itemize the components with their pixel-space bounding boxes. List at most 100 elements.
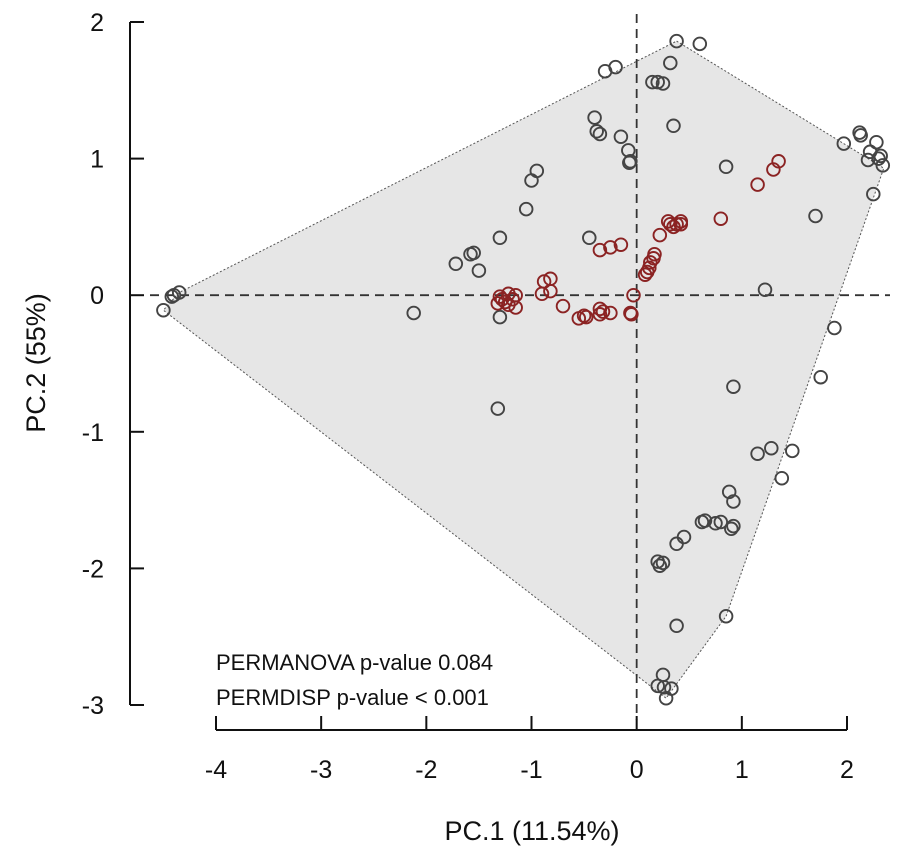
x-tick-label: -4 — [205, 756, 227, 784]
data-point — [501, 297, 516, 313]
x-tick-label: 0 — [630, 756, 644, 784]
permanova-annotation: PERMANOVA p-value 0.084 — [216, 650, 493, 675]
data-point — [645, 74, 660, 90]
data-point — [589, 124, 604, 139]
data-point — [669, 536, 684, 552]
data-point — [643, 255, 658, 270]
series-1 — [156, 33, 891, 706]
data-point — [156, 302, 171, 318]
data-point — [613, 237, 629, 252]
data-point — [490, 401, 506, 416]
data-point — [652, 558, 668, 573]
data-point — [543, 283, 558, 299]
data-point — [836, 136, 852, 151]
data-point — [726, 379, 741, 394]
data-point — [866, 186, 881, 202]
convex-hull-layer — [162, 40, 885, 699]
data-point — [592, 307, 608, 322]
data-point — [652, 227, 668, 243]
x-tick-label: -2 — [415, 756, 437, 784]
x-axis: -4 -3 -2 -1 0 1 2 — [205, 716, 854, 784]
x-tick-label: -3 — [310, 756, 332, 784]
data-point — [718, 608, 734, 624]
x-tick-label: 1 — [735, 756, 749, 784]
data-point — [721, 484, 737, 500]
data-point — [663, 55, 678, 71]
y-axis: -3 -2 -1 0 1 2 — [82, 9, 144, 720]
series-2 — [490, 154, 786, 326]
data-point — [608, 59, 623, 75]
points-layer — [156, 33, 891, 706]
data-point — [808, 208, 823, 224]
data-point — [578, 309, 594, 325]
data-point — [492, 309, 508, 325]
data-point — [592, 242, 608, 258]
data-point — [646, 251, 661, 266]
x-tick-label: 2 — [840, 756, 854, 784]
data-point — [766, 162, 781, 177]
data-point — [613, 129, 629, 144]
data-point — [669, 33, 684, 49]
data-point — [764, 440, 779, 456]
data-point — [873, 148, 888, 164]
data-point — [694, 514, 710, 530]
data-point — [603, 305, 618, 321]
data-point — [660, 214, 676, 229]
data-point — [592, 126, 608, 142]
data-point — [774, 470, 790, 486]
data-point — [582, 230, 597, 246]
data-point — [471, 263, 487, 278]
data-point — [587, 110, 602, 125]
data-point — [750, 446, 765, 461]
data-point — [518, 201, 534, 217]
data-point — [639, 264, 655, 280]
data-point — [726, 518, 741, 534]
data-point — [524, 173, 539, 188]
data-point — [655, 76, 671, 91]
data-point — [595, 304, 611, 319]
y-tick-label: 2 — [90, 9, 104, 37]
y-tick-label: -1 — [82, 419, 104, 447]
data-point — [164, 289, 180, 304]
data-point — [726, 494, 741, 509]
data-point — [655, 555, 671, 571]
data-point — [669, 618, 684, 634]
x-tick-label: -1 — [520, 756, 542, 784]
data-point — [750, 177, 765, 192]
data-point — [713, 514, 729, 530]
data-point — [853, 128, 868, 143]
y-tick-label: -3 — [82, 692, 104, 720]
hull-polygon — [162, 40, 885, 699]
data-point — [813, 369, 828, 385]
data-point — [656, 679, 672, 695]
data-point — [463, 246, 478, 262]
data-point — [603, 240, 618, 255]
y-tick-label: -2 — [82, 555, 104, 583]
data-point — [622, 155, 637, 170]
data-point — [666, 118, 681, 134]
data-point — [406, 305, 421, 321]
data-point — [860, 152, 876, 168]
data-point — [718, 159, 734, 175]
y-tick-label: 1 — [90, 146, 104, 174]
data-point — [875, 158, 891, 173]
data-point — [724, 521, 739, 537]
data-point — [534, 286, 550, 302]
data-point — [508, 300, 523, 315]
data-point — [658, 690, 674, 706]
data-point — [448, 256, 464, 272]
data-point — [757, 282, 773, 297]
x-axis-title: PC.1 (11.54%) — [444, 816, 619, 846]
data-point — [490, 296, 506, 311]
data-point — [663, 216, 678, 232]
data-point — [692, 36, 708, 52]
data-point — [713, 211, 729, 226]
data-point — [571, 311, 587, 326]
data-point — [555, 298, 571, 314]
data-point — [492, 230, 508, 246]
data-point — [166, 287, 182, 303]
data-point — [827, 320, 842, 336]
y-tick-label: 0 — [90, 282, 104, 310]
